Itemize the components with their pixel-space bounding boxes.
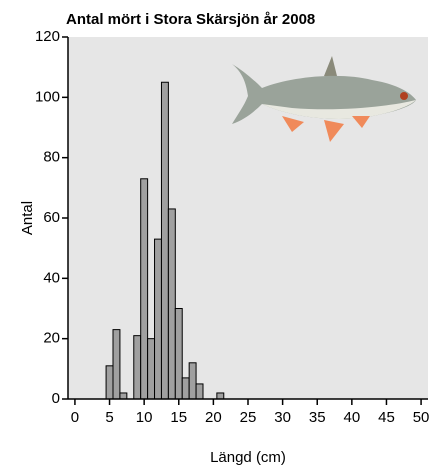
y-tick-label: 80 bbox=[43, 149, 60, 166]
x-tick-label: 10 bbox=[136, 409, 153, 426]
bar bbox=[133, 335, 142, 400]
x-tick-label: 0 bbox=[71, 409, 79, 426]
bar bbox=[154, 238, 162, 400]
x-tick-label: 35 bbox=[309, 409, 326, 426]
fish-illustration bbox=[232, 56, 416, 142]
y-tick-label: 20 bbox=[43, 330, 60, 347]
x-tick-label: 20 bbox=[205, 409, 222, 426]
bar bbox=[147, 338, 156, 400]
bar bbox=[174, 308, 183, 400]
y-tick-label: 0 bbox=[52, 390, 60, 407]
y-tick-label: 40 bbox=[43, 269, 60, 286]
chart-title: Antal mört i Stora Skärsjön år 2008 bbox=[66, 11, 315, 28]
bar bbox=[105, 365, 114, 400]
x-tick-label: 25 bbox=[240, 409, 257, 426]
x-tick-label: 45 bbox=[378, 409, 395, 426]
bar bbox=[112, 329, 121, 400]
bar bbox=[216, 392, 225, 400]
x-axis-label: Längd (cm) bbox=[210, 449, 286, 466]
bar bbox=[140, 178, 149, 400]
x-tick-label: 5 bbox=[105, 409, 113, 426]
bar bbox=[188, 362, 197, 400]
bar bbox=[160, 81, 169, 400]
bar bbox=[195, 383, 204, 400]
y-tick-label: 120 bbox=[35, 28, 60, 45]
bar bbox=[167, 208, 176, 400]
y-tick-label: 60 bbox=[43, 209, 60, 226]
y-axis-label: Antal bbox=[19, 201, 36, 235]
bar bbox=[119, 392, 128, 400]
bar bbox=[181, 377, 190, 400]
x-tick-label: 30 bbox=[274, 409, 291, 426]
x-tick-label: 40 bbox=[344, 409, 361, 426]
x-tick-label: 50 bbox=[413, 409, 430, 426]
y-tick-label: 100 bbox=[35, 88, 60, 105]
x-tick-label: 15 bbox=[170, 409, 187, 426]
